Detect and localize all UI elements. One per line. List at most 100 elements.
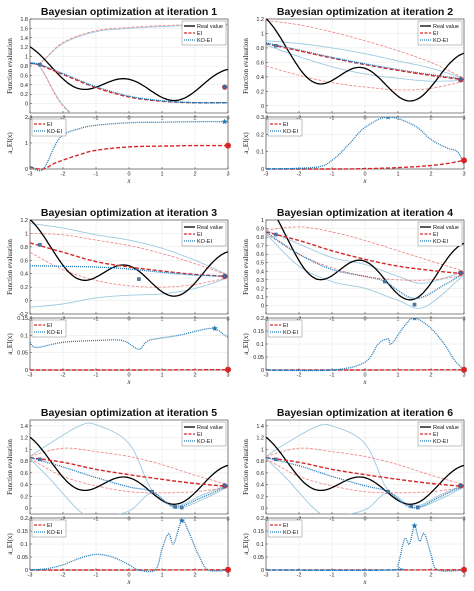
bottom-legend-label: KO-EI bbox=[283, 129, 298, 135]
top-axes-ytick-label: 1 bbox=[261, 447, 264, 453]
ko-ei-max-marker bbox=[221, 118, 228, 125]
top-legend-box bbox=[181, 221, 227, 247]
top-axes-ytick-label: 0.8 bbox=[20, 459, 28, 465]
bottom-xlabel: x bbox=[362, 378, 367, 386]
bottom-legend-label: EI bbox=[283, 122, 289, 128]
top-axes-ytick-label: 1 bbox=[261, 218, 264, 224]
next-sample-star bbox=[457, 270, 464, 276]
bottom-legend-label: KO-EI bbox=[47, 530, 62, 536]
bottom-axes-xtick-label: 1 bbox=[396, 573, 399, 579]
bottom-axes-xtick-label: 0 bbox=[363, 573, 366, 579]
bottom-axes-xtick-label: -3 bbox=[264, 373, 269, 379]
real-value-line bbox=[30, 220, 228, 297]
top-axes-ytick-label: 0.2 bbox=[256, 89, 264, 95]
bottom-axes-xtick-label: 1 bbox=[160, 373, 163, 379]
top-axes-ytick-label: 0 bbox=[261, 104, 264, 110]
sample-point-marker bbox=[150, 489, 154, 494]
panel-iteration-6: Bayesian optimization at iteration 6 0 0.2… bbox=[242, 407, 467, 586]
bottom-axes-ytick-label: 0.1 bbox=[256, 150, 264, 156]
ko-ei-lower-bound bbox=[30, 458, 228, 514]
bottom-axes-ytick-label: 0.05 bbox=[17, 351, 28, 357]
top-axes-ytick-label: 1.2 bbox=[256, 17, 264, 23]
top-plot-area bbox=[30, 422, 228, 514]
top-axes-ytick-label: 0 bbox=[25, 102, 28, 108]
bottom-xlabel: x bbox=[126, 177, 131, 185]
ko-ei-mean-line bbox=[266, 231, 464, 300]
top-plot-area bbox=[30, 220, 228, 308]
bottom-legend-box bbox=[31, 519, 67, 538]
bottom-axes-xtick-label: 3 bbox=[462, 573, 465, 579]
bottom-axes-ytick-label: 0.1 bbox=[256, 342, 264, 348]
ko-ei-upper-bound bbox=[30, 222, 228, 276]
top-axes-ytick-label: 0.4 bbox=[256, 483, 264, 489]
bottom-plot-area bbox=[266, 522, 467, 573]
ko-ei-upper-bound bbox=[266, 40, 464, 79]
top-axes-ytick-label: 1.2 bbox=[20, 45, 28, 51]
top-legend-label: EI bbox=[433, 31, 439, 37]
real-value-line bbox=[266, 436, 464, 505]
top-ylabel: Function evaluation bbox=[6, 439, 14, 495]
top-axes-ytick-label: 1 bbox=[25, 231, 28, 237]
real-value-line bbox=[266, 19, 464, 102]
bottom-axes-ytick-label: 0.05 bbox=[253, 355, 264, 361]
ei-max-marker bbox=[225, 142, 231, 149]
panel-title: Bayesian optimization at iteration 3 bbox=[41, 207, 217, 219]
top-axes-ytick-label: 0.8 bbox=[256, 235, 264, 241]
bottom-plot-area bbox=[265, 318, 467, 373]
ei-max-marker bbox=[225, 566, 231, 573]
bottom-axes-xtick-label: 2 bbox=[429, 373, 432, 379]
ei-upper-bound bbox=[266, 226, 464, 272]
next-sample-star bbox=[221, 273, 228, 279]
bottom-axes-ytick-label: 0 bbox=[25, 568, 28, 574]
ei-mean-line bbox=[30, 62, 228, 104]
bottom-axes-ytick-label: 0.2 bbox=[256, 516, 264, 522]
ei-max-marker bbox=[461, 157, 467, 164]
bottom-axes-ytick-label: 0.05 bbox=[17, 555, 28, 561]
top-axes-ytick-label: 1.2 bbox=[20, 218, 28, 224]
bottom-legend-label: KO-EI bbox=[283, 330, 298, 336]
top-legend-label: EI bbox=[197, 232, 203, 238]
panel-title: Bayesian optimization at iteration 5 bbox=[41, 407, 217, 419]
bottom-legend-label: EI bbox=[47, 523, 53, 529]
next-sample-star bbox=[221, 84, 228, 90]
top-axes-ytick-label: 0.6 bbox=[256, 60, 264, 66]
ei-lower-bound bbox=[30, 251, 228, 288]
bottom-axes-ytick-label: 0 bbox=[25, 167, 28, 173]
ei-upper-bound bbox=[266, 447, 464, 485]
next-sample-star bbox=[221, 482, 228, 489]
top-legend-label: EI bbox=[433, 232, 439, 238]
bottom-axes-ytick-label: 0.15 bbox=[253, 329, 264, 335]
top-axes-ytick-label: 0 bbox=[261, 303, 264, 309]
bottom-legend-label: EI bbox=[283, 523, 289, 529]
sample-point-marker bbox=[38, 457, 42, 462]
bottom-legend-label: KO-EI bbox=[47, 129, 62, 135]
top-axes-ytick-label: 1.8 bbox=[20, 17, 28, 23]
top-axes-ytick-label: 0 bbox=[25, 299, 28, 305]
bottom-axes-ytick-label: 2 bbox=[25, 115, 28, 121]
ko-ei-mean-line bbox=[266, 42, 464, 80]
bottom-axes-xtick-label: -2 bbox=[297, 172, 302, 178]
bottom-axes-ytick-label: 0 bbox=[261, 368, 264, 374]
ko-ei-acquisition-line bbox=[29, 120, 228, 172]
bottom-axes-xtick-label: -3 bbox=[28, 373, 33, 379]
bottom-axes-ytick-label: 1 bbox=[25, 141, 28, 147]
panel-title: Bayesian optimization at iteration 4 bbox=[277, 207, 453, 219]
top-ylabel: Function evaluation bbox=[242, 38, 250, 94]
top-legend-label: KO-EI bbox=[433, 439, 448, 445]
ko-ei-lower-bound bbox=[30, 277, 228, 308]
top-axes-ytick-label: 0.4 bbox=[256, 269, 264, 275]
ei-upper-bound bbox=[30, 24, 228, 65]
bottom-plot-area bbox=[265, 117, 467, 170]
bottom-axes-ytick-label: 0 bbox=[261, 568, 264, 574]
top-axes-ytick-label: 0.2 bbox=[20, 494, 28, 500]
top-legend-label: Real value bbox=[433, 225, 459, 231]
next-sample-star bbox=[457, 76, 464, 83]
bottom-axes-xtick-label: -1 bbox=[330, 172, 335, 178]
bottom-plot-area bbox=[29, 118, 231, 172]
bottom-ylabel: a_EI(x) bbox=[242, 533, 250, 555]
bottom-axes-ytick-label: 0.3 bbox=[256, 115, 264, 121]
top-axes-ytick-label: 1.2 bbox=[20, 436, 28, 442]
top-axes-ytick-label: 0.6 bbox=[20, 73, 28, 79]
bottom-axes-xtick-label: -2 bbox=[297, 373, 302, 379]
top-ylabel: Function evaluation bbox=[6, 38, 14, 94]
